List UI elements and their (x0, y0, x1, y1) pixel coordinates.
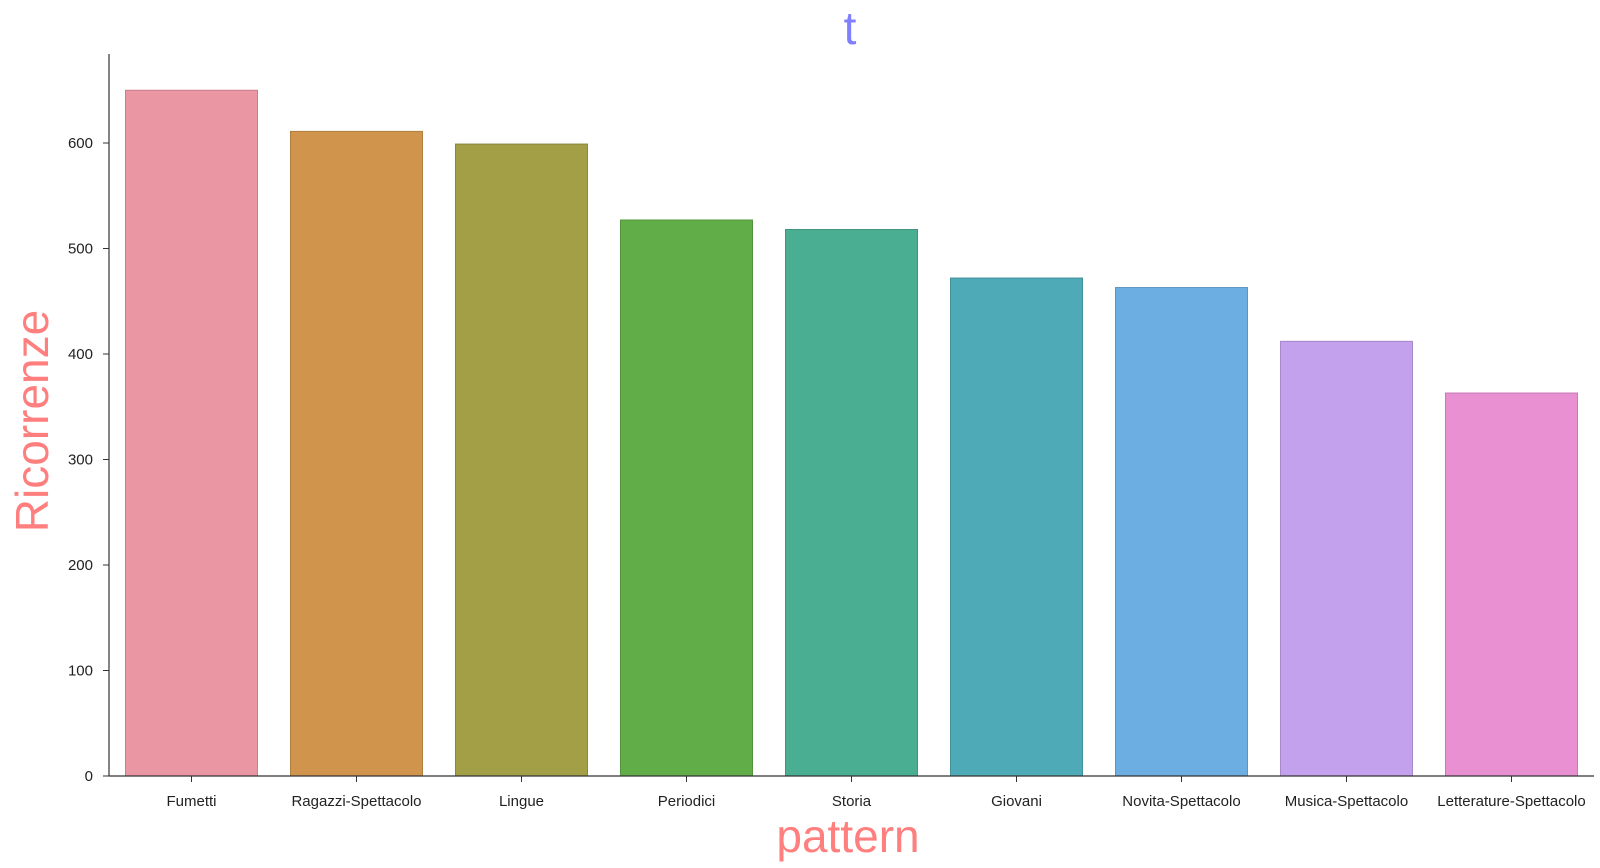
x-tick-label: Lingue (499, 793, 544, 810)
y-tick-label: 400 (68, 346, 93, 363)
bar-storia (785, 229, 918, 777)
y-ticks-group: 0 100 200 300 400 500 600 (68, 135, 109, 785)
x-tick-label: Storia (832, 793, 872, 810)
bar-novita-spettacolo (1115, 287, 1248, 777)
x-tick-label: Giovani (991, 793, 1042, 810)
bar-lingue (455, 143, 588, 777)
y-tick-label: 300 (68, 452, 93, 469)
y-axis-label: Ricorrenze (6, 310, 58, 532)
y-tick-label: 200 (68, 557, 93, 574)
x-tick-label: Musica-Spettacolo (1285, 793, 1408, 810)
x-tick-label: Fumetti (166, 793, 216, 810)
x-tick-label: Periodici (658, 793, 716, 810)
bar-fumetti (125, 89, 258, 777)
y-tick-label: 100 (68, 663, 93, 680)
bar-ragazzi-spettacolo (290, 130, 423, 777)
x-ticks-group: Fumetti Ragazzi-Spettacolo Lingue Periodici… (166, 776, 1586, 810)
bar-musica-spettacolo (1280, 340, 1413, 777)
x-tick-label: Ragazzi-Spettacolo (291, 793, 421, 810)
bar-giovani (950, 277, 1083, 777)
chart-title: t (844, 2, 857, 54)
x-axis-label: pattern (776, 810, 919, 862)
y-tick-label: 600 (68, 135, 93, 152)
bars-group (125, 89, 1578, 777)
bar-letterature-spettacolo (1445, 392, 1578, 777)
x-tick-label: Letterature-Spettacolo (1437, 793, 1585, 810)
x-tick-label: Novita-Spettacolo (1122, 793, 1240, 810)
y-tick-label: 0 (85, 768, 93, 785)
bar-periodici (620, 219, 753, 777)
y-tick-label: 500 (68, 241, 93, 258)
